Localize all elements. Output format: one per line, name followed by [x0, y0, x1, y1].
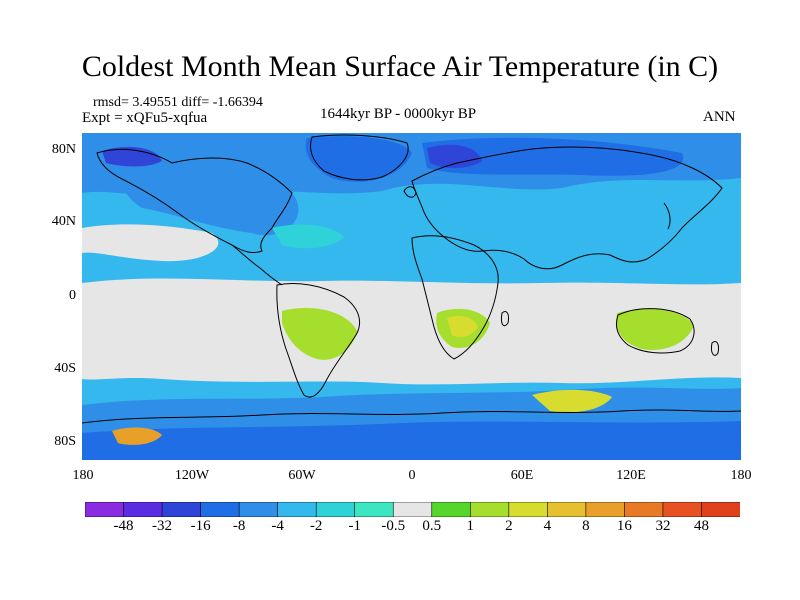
alaska-deep	[102, 146, 162, 167]
scandinavia-deep	[427, 144, 482, 168]
colorbar-swatch	[315, 502, 356, 517]
colorbar-tick-label: -16	[190, 518, 211, 534]
warm-anomaly-regions	[112, 224, 694, 445]
period-label: 1644kyr BP - 0000kyr BP	[320, 106, 477, 122]
colorbar-tick-label: 2	[505, 518, 513, 534]
lon-label-180w: 180	[72, 468, 94, 483]
south-america-coast	[276, 283, 360, 398]
south-america-warm	[282, 307, 357, 360]
colorbar-swatch	[277, 502, 317, 517]
colorbar-tick-label: -48	[113, 518, 134, 534]
north-america-cold	[121, 168, 299, 236]
near-zero-regions	[82, 224, 741, 385]
africa-warm-core	[447, 315, 478, 337]
lon-label-180e: 180	[730, 468, 752, 483]
lon-label-120w: 120W	[174, 468, 210, 483]
colorbar-swatch	[508, 502, 549, 517]
australia-warm	[616, 309, 694, 350]
lat-label-40s: 40S	[54, 361, 76, 376]
japan-coast	[663, 202, 671, 230]
ross-sea-warm	[112, 427, 162, 445]
north-pacific-gray	[82, 224, 219, 262]
colorbar-tick-label: -1	[348, 518, 361, 534]
temperature-map	[82, 133, 741, 460]
eurasia-coast	[411, 146, 723, 270]
stats-text: rmsd= 3.49551 diff= -1.66394	[93, 95, 263, 110]
experiment-label: Expt = xQFu5-xqfua	[82, 110, 208, 126]
map-title: Coldest Month Mean Surface Air Temperatu…	[81, 50, 719, 83]
colorbar-tick-label: 4	[543, 518, 552, 534]
coastlines	[82, 134, 741, 424]
colorbar-tick-label: -0.5	[381, 518, 406, 534]
antarctic-coast-warm	[532, 389, 612, 413]
colorbar-swatch	[354, 502, 395, 517]
colorbar-tick-label: 32	[655, 518, 671, 534]
colorbar-swatch	[431, 502, 472, 517]
colorbar-tick-label: 8	[582, 518, 590, 534]
colorbar-swatch	[392, 502, 433, 517]
colorbar-swatch	[701, 502, 740, 517]
lon-label-60e: 60E	[510, 468, 534, 483]
siberia-cold	[422, 137, 684, 176]
uk-coast	[403, 186, 417, 198]
colorbar-swatch	[624, 502, 664, 517]
colorbar-swatch	[200, 502, 240, 517]
lat-label-80n: 80N	[51, 142, 76, 157]
colorbar-tick-label: 48	[693, 518, 709, 534]
greenland-coast	[310, 134, 409, 181]
africa-coast	[411, 235, 499, 360]
colorbar-swatch	[547, 502, 587, 517]
colorbar-swatch	[662, 502, 703, 517]
north-america-coast	[96, 148, 293, 254]
central-america-coast	[231, 244, 283, 286]
antarctica-coast	[82, 409, 741, 424]
atlantic-teal	[272, 224, 344, 249]
colorbar-tick-label: -32	[152, 518, 173, 534]
colorbar-swatch	[123, 502, 163, 517]
australia-coast	[615, 308, 695, 354]
colorbar-tick-label: 16	[616, 518, 632, 534]
colorbar-tick-label: 0.5	[422, 518, 442, 534]
lat-label-0: 0	[69, 288, 76, 303]
colorbar-swatch	[161, 502, 202, 517]
colorbar-tick-label: -4	[271, 518, 284, 534]
colorbar-tick-label: 1	[466, 518, 475, 534]
new-zealand-coast	[711, 340, 719, 356]
season-label: ANN	[703, 109, 736, 125]
colorbar-swatch	[469, 502, 510, 517]
colorbar-tick-label: -2	[309, 518, 323, 534]
lat-label-40n: 40N	[51, 214, 76, 229]
colorbar-swatch	[585, 502, 626, 517]
lon-label-0: 0	[408, 468, 416, 483]
greenland-cold	[305, 136, 412, 182]
antarctica-deep	[82, 421, 741, 460]
colorbar	[85, 502, 740, 517]
madagascar-coast	[501, 310, 509, 327]
lon-label-120e: 120E	[616, 468, 646, 483]
colorbar-swatch	[238, 502, 279, 517]
colorbar-swatch	[85, 502, 125, 517]
colorbar-tick-label: -8	[232, 518, 246, 534]
lat-label-80s: 80S	[54, 434, 76, 449]
tropics-gray	[82, 278, 741, 385]
lon-label-60w: 60W	[288, 468, 316, 483]
